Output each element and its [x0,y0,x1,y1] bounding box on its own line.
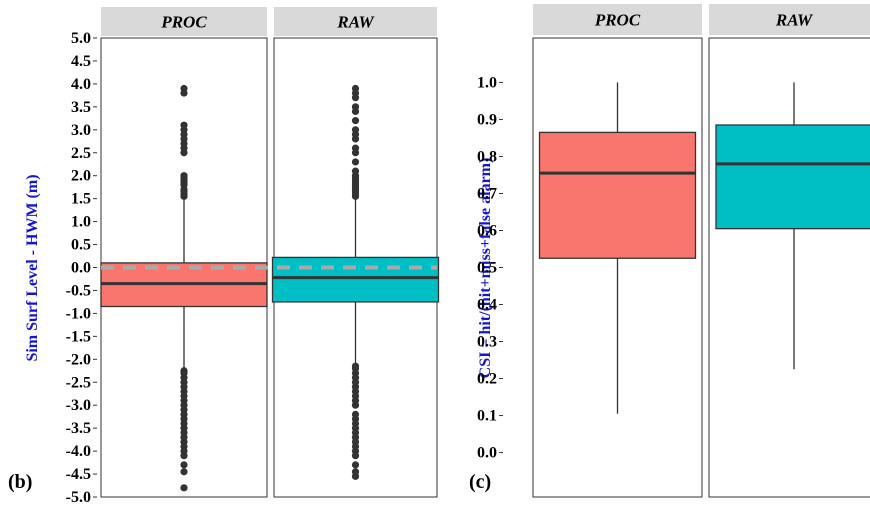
y-tick-label: 0.9 [477,111,497,128]
y-tick-label: 4.5 [71,53,91,70]
facet-strip [533,4,702,35]
y-tick-label: 3.5 [71,99,91,116]
box [271,256,440,303]
outlier-point [180,192,188,200]
y-tick-label: -0.5 [66,282,91,299]
facet-proc: PROC [532,4,703,498]
outlier-point [180,452,188,460]
outlier-point [351,135,360,143]
outlier-point [180,468,188,476]
outlier-point [351,461,360,469]
outlier-point [351,107,360,116]
y-tick-label: 0.6 [477,222,497,239]
y-tick-label: -3.5 [66,420,91,437]
y-tick-label: 1.0 [71,214,91,231]
outlier-point [180,461,188,469]
y-tick-label: 5.0 [71,30,91,47]
facet-strip [274,7,437,36]
facet-raw: RAW [271,7,440,498]
outlier-point [351,149,360,157]
y-tick-label: 0.0 [71,260,91,277]
y-tick-label: 4.0 [71,76,91,93]
y-tick-label: 2.0 [71,168,91,185]
y-tick-label: -4.0 [66,443,91,460]
box [538,131,697,259]
y-tick-label: 0.5 [71,237,91,254]
facet-proc: PROC [100,7,268,498]
facet-strip-label: RAW [336,13,375,32]
chart-1: CSI = hit/(hit+miss+false alarm) (c) 1.0 0.… [469,4,870,498]
outlier-point [351,472,360,480]
facet-strip [101,7,267,36]
outlier-point [351,452,360,460]
facet-strip-label: PROC [160,13,207,32]
panel-border [708,37,870,498]
outlier-point [351,401,360,409]
y-tick-label: -1.0 [66,305,91,322]
outlier-point [351,158,360,166]
y-tick-label: 0.0 [477,445,497,462]
outlier-point [180,89,188,97]
y-tick-label: 0.7 [477,185,497,202]
y-tick-label: 0.8 [477,148,497,165]
facet-strip-label: PROC [594,11,641,30]
outlier-point [351,192,360,200]
box [715,124,870,230]
y-tick-label: 1.5 [71,191,91,208]
chart-0: Sim Surf Level - HWM (m) (b) 5.0 4.5 4.0 3.5 3… [8,7,440,506]
y-axis-label: CSI = hit/(hit+miss+false alarm) [477,158,494,379]
y-tick-label: 3.0 [71,122,91,139]
y-tick-label: -1.5 [66,328,91,345]
outlier-point [180,484,188,492]
y-tick-label: 0.1 [477,408,497,425]
y-axis-label: Sim Surf Level - HWM (m) [24,174,41,361]
y-tick-label: 1.0 [477,74,497,91]
y-tick-label: -5.0 [66,489,91,506]
panel-letter: (c) [469,471,491,493]
y-tick-label: 0.2 [477,371,497,388]
y-tick-label: -3.0 [66,397,91,414]
y-tick-label: 2.5 [71,145,91,162]
panel-letter: (b) [8,471,32,493]
facet-strip-label: RAW [775,11,814,30]
outlier-point [180,149,188,157]
y-tick-label: -2.0 [66,351,91,368]
y-tick-label: -2.5 [66,374,91,391]
y-tick-label: -4.5 [66,466,91,483]
y-tick-label: 0.3 [477,334,497,351]
facet-raw: RAW [708,4,870,498]
y-tick-label: 0.5 [477,260,497,277]
outlier-point [351,117,360,125]
y-tick-label: 0.4 [477,297,497,314]
facet-strip [709,4,870,35]
outlier-point [351,94,360,102]
